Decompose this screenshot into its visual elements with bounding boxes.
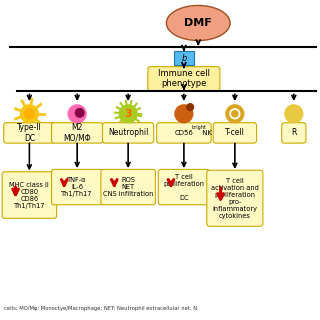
- Text: DMF: DMF: [184, 18, 212, 28]
- Text: b: b: [181, 53, 187, 62]
- Ellipse shape: [166, 5, 230, 41]
- Circle shape: [76, 108, 84, 117]
- FancyBboxPatch shape: [52, 123, 103, 143]
- Text: CD56: CD56: [174, 130, 193, 136]
- Circle shape: [175, 105, 193, 123]
- Text: NK: NK: [200, 130, 212, 136]
- Text: TNF-α
IL-6
Th1/Th17: TNF-α IL-6 Th1/Th17: [61, 177, 93, 197]
- Text: Immune cell
phenotype: Immune cell phenotype: [158, 69, 210, 88]
- Circle shape: [230, 109, 240, 119]
- Circle shape: [187, 104, 194, 110]
- FancyBboxPatch shape: [282, 123, 306, 143]
- Circle shape: [119, 105, 137, 123]
- Text: T cell
activation and
proliferation
pro-
inflammatory
cytokines: T cell activation and proliferation pro-…: [211, 178, 259, 219]
- FancyBboxPatch shape: [52, 169, 103, 205]
- Circle shape: [20, 105, 38, 123]
- Text: MHC class II
CD80
CD86
Th1/Th17: MHC class II CD80 CD86 Th1/Th17: [10, 181, 49, 209]
- Text: cells; MO/Mφ: Monoctye/Macrophage; NET: Neutrophil extracellular net, N: cells; MO/Mφ: Monoctye/Macrophage; NET: …: [4, 306, 197, 311]
- Circle shape: [232, 111, 238, 117]
- FancyBboxPatch shape: [213, 123, 257, 143]
- FancyBboxPatch shape: [102, 123, 154, 143]
- FancyBboxPatch shape: [4, 123, 55, 143]
- Text: bright: bright: [192, 125, 207, 130]
- Text: Type-II
DC: Type-II DC: [17, 123, 42, 143]
- Text: 3: 3: [124, 109, 132, 119]
- FancyBboxPatch shape: [101, 169, 156, 205]
- FancyBboxPatch shape: [207, 170, 263, 226]
- Text: R: R: [291, 128, 297, 137]
- FancyBboxPatch shape: [174, 51, 194, 65]
- Circle shape: [24, 109, 34, 119]
- Text: T-cell: T-cell: [225, 128, 245, 137]
- Text: T cell
proliferation

DC: T cell proliferation DC: [164, 173, 204, 201]
- FancyBboxPatch shape: [2, 172, 57, 218]
- Circle shape: [226, 105, 244, 123]
- Circle shape: [68, 105, 86, 123]
- FancyBboxPatch shape: [158, 169, 210, 205]
- Text: M2
MO/MΦ: M2 MO/MΦ: [63, 123, 91, 143]
- FancyBboxPatch shape: [157, 123, 211, 143]
- FancyBboxPatch shape: [148, 67, 220, 91]
- Text: ROS
NET
CNS infiltration: ROS NET CNS infiltration: [103, 177, 153, 197]
- Circle shape: [285, 105, 303, 123]
- Text: Neutrophil: Neutrophil: [108, 128, 148, 137]
